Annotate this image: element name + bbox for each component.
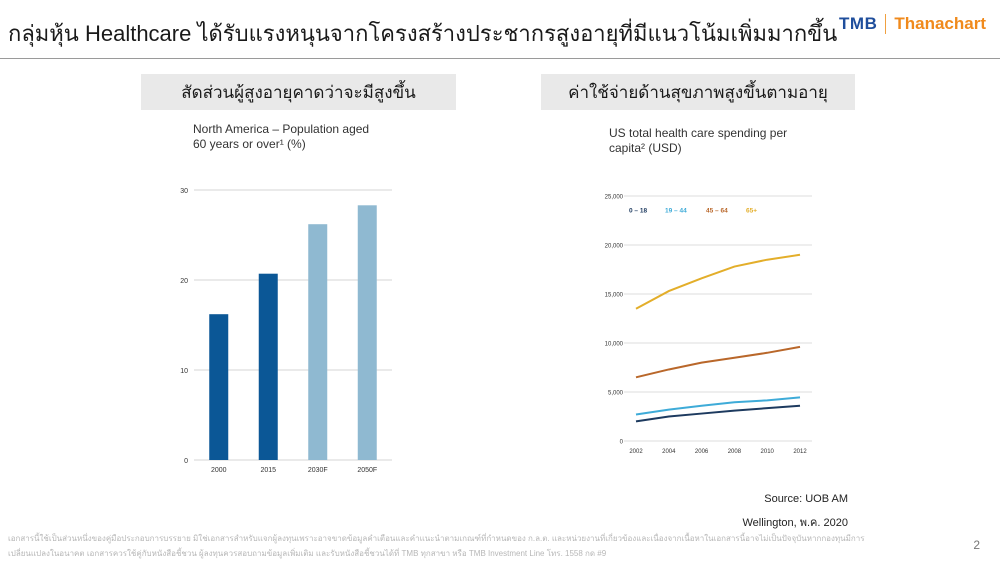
series-line-1944 xyxy=(635,396,801,416)
disclaimer-line2: เปลี่ยนแปลงในอนาคต เอกสารควรใช้คู่กับหนั… xyxy=(8,549,607,558)
bar-2015 xyxy=(258,273,278,460)
legend-item: 0 – 18 xyxy=(629,208,647,215)
right-chart-subtitle: US total health care spending per capita… xyxy=(609,126,787,156)
x-tick-label: 2006 xyxy=(695,449,709,455)
x-tick-label: 2002 xyxy=(629,449,643,455)
x-tick-label: 2015 xyxy=(260,467,276,474)
right-chart-subtitle-line1: US total health care spending per xyxy=(609,126,788,140)
legend-item: 65+ xyxy=(746,208,757,215)
population-bar-chart: 0 10 20 30 2000 2015 2030F 2050F xyxy=(180,188,392,474)
right-chart-subtitle-line2: capita² (USD) xyxy=(609,141,682,155)
spending-line-chart: 0 5,000 10,000 15,000 20,000 25,000 2002 2004 20… xyxy=(605,195,812,455)
brand-logo: TMB Thanachart xyxy=(839,14,986,34)
left-chart-subtitle-line1: North America – Population aged xyxy=(193,122,370,136)
header-divider xyxy=(0,58,1000,59)
bar-2050F xyxy=(357,205,377,460)
x-tick-label: 2000 xyxy=(211,467,227,474)
x-tick-label: 2008 xyxy=(728,449,742,455)
page-title: กลุ่มหุ้น Healthcare ได้รับแรงหนุนจากโคร… xyxy=(8,21,838,46)
x-tick-label: 2010 xyxy=(761,449,775,455)
left-chart-subtitle: North America – Population aged 60 years… xyxy=(193,122,369,152)
left-chart-subtitle-line2: 60 years or over¹ (%) xyxy=(193,137,306,151)
x-tick-label: 2012 xyxy=(793,449,807,455)
y-tick-label: 0 xyxy=(620,440,624,446)
y-tick-label: 25,000 xyxy=(605,195,624,201)
thanachart-logo: Thanachart xyxy=(894,14,986,33)
right-section-header: ค่าใช้จ่ายด้านสุขภาพสูงขึ้นตามอายุ xyxy=(541,74,855,110)
y-tick-label: 10 xyxy=(180,368,188,375)
bar-2000 xyxy=(209,314,229,460)
tmb-logo: TMB xyxy=(839,14,878,33)
y-tick-label: 20 xyxy=(180,278,188,285)
y-tick-label: 15,000 xyxy=(605,293,624,299)
series-line-65+ xyxy=(635,253,801,310)
x-tick-label: 2050F xyxy=(357,467,377,474)
y-tick-label: 10,000 xyxy=(605,342,624,348)
y-tick-label: 20,000 xyxy=(605,244,624,250)
y-tick-label: 5,000 xyxy=(608,391,624,397)
logo-divider xyxy=(885,14,887,34)
y-tick-label: 30 xyxy=(180,188,188,195)
page-number: 2 xyxy=(973,538,980,552)
bar-2030F xyxy=(308,224,328,460)
source-line2: Wellington, พ.ค. 2020 xyxy=(742,517,848,529)
legend-item: 45 – 64 xyxy=(706,208,728,215)
legend-item: 19 – 44 xyxy=(665,208,687,215)
x-tick-label: 2004 xyxy=(662,449,676,455)
series-line-4564 xyxy=(635,345,801,379)
left-section-header: สัดส่วนผู้สูงอายุคาดว่าจะมีสูงขึ้น xyxy=(141,74,456,110)
source-line1: Source: UOB AM xyxy=(764,493,848,505)
series-line-018 xyxy=(635,404,801,423)
x-tick-label: 2030F xyxy=(308,467,328,474)
y-tick-label: 0 xyxy=(184,458,188,465)
disclaimer-line1: เอกสารนี้ใช้เป็นส่วนหนึ่งของคู่มือประกอบ… xyxy=(8,534,865,543)
